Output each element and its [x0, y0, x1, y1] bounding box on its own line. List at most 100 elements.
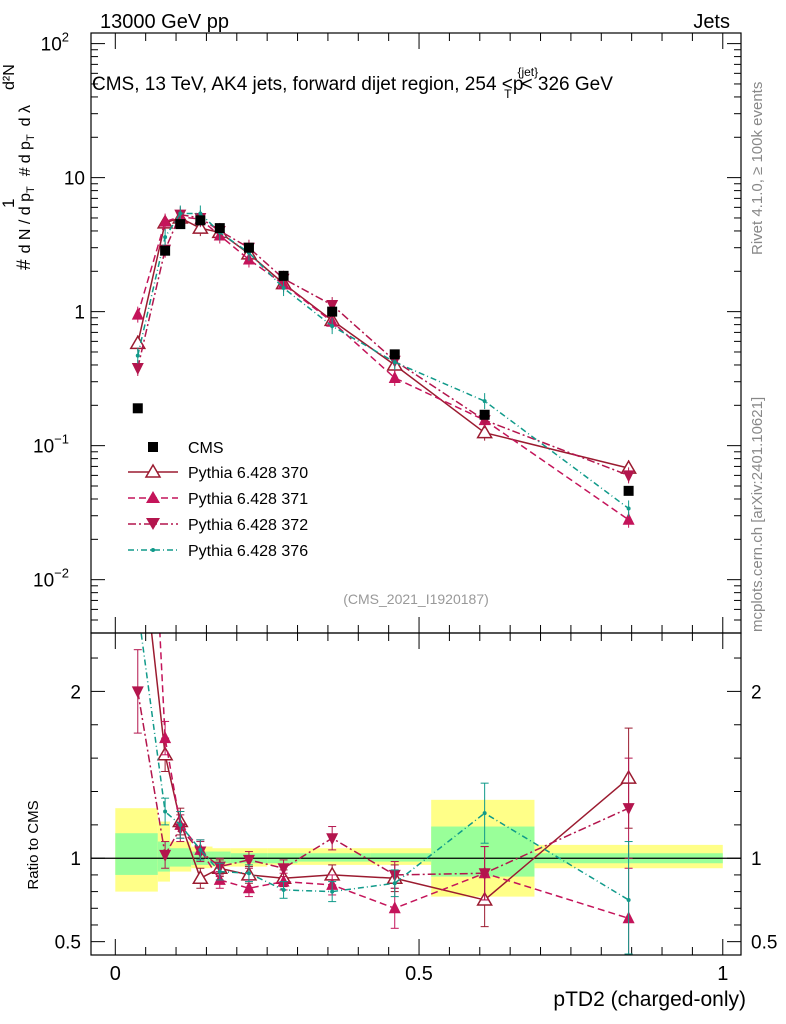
series-point-top — [392, 360, 397, 365]
series-point-ratio — [192, 869, 209, 885]
y-tick-label-ratio-right: 1 — [751, 849, 762, 870]
series-point-ratio — [330, 889, 335, 894]
legend-marker-370 — [144, 463, 162, 478]
cms-point — [623, 485, 634, 496]
legend: CMS Pythia 6.428 370 Pythia 6.428 371 Py… — [128, 440, 308, 560]
top-series — [129, 205, 637, 528]
series-point-top — [135, 353, 140, 358]
series-point-top — [131, 307, 144, 320]
ratio-axis-ticks: 0 0.5 1 0.5 0.5 1 1 2 2 — [55, 33, 777, 985]
ratio-uncertainty-bands — [91, 799, 741, 897]
cms-point — [214, 223, 225, 234]
ratio-plot-frame — [90, 632, 742, 956]
legend-marker-371 — [146, 491, 160, 503]
x-tick-label: 0 — [110, 963, 121, 985]
series-point-ratio — [246, 871, 251, 876]
band-green — [370, 853, 432, 862]
series-point-top — [622, 512, 635, 525]
mcplots-label: mcplots.cern.ch [arXiv:2401.10621] — [749, 397, 766, 632]
x-tick-label: 0.5 — [405, 963, 433, 985]
cms-point — [243, 242, 254, 253]
series-point-ratio — [622, 803, 635, 816]
x-axis-label: pTD2 (charged-only) — [553, 988, 746, 1011]
legend-label-372: Pythia 6.428 372 — [188, 517, 308, 534]
series-point-top — [159, 214, 172, 227]
y-tick-label-top: 10−2 — [33, 566, 69, 592]
series-point-ratio — [178, 822, 183, 827]
series-point-ratio — [198, 847, 203, 852]
band-green — [169, 848, 192, 867]
series-point-top — [326, 300, 339, 313]
legend-marker-cms — [148, 442, 158, 452]
band-green — [212, 851, 231, 864]
series-point-top — [482, 399, 487, 404]
svg-text:d²N: d²N — [1, 64, 18, 90]
legend-label-370: Pythia 6.428 370 — [188, 465, 308, 482]
series-point-ratio — [217, 869, 222, 874]
svg-text:#d N / d pT#d pTd λ: #d N / d pT#d pTd λ — [14, 105, 37, 270]
series-point-ratio — [326, 833, 339, 846]
series-point-ratio — [159, 731, 172, 744]
y-tick-label-ratio-left: 1 — [70, 849, 81, 870]
cms-point — [278, 270, 289, 281]
ratio-series-group — [140, 633, 633, 955]
series-point-ratio — [281, 887, 286, 892]
series-point-top — [388, 370, 401, 383]
series-point-ratio — [392, 881, 397, 886]
series-point-ratio — [482, 811, 487, 816]
series-point-ratio — [163, 809, 168, 814]
rivet-label: Rivet 4.1.0, ≥ 100k events — [749, 82, 766, 255]
watermark: (CMS_2021_I1920187) — [343, 591, 489, 607]
y-tick-label-ratio-left: 2 — [70, 682, 81, 703]
series-point-top — [622, 470, 635, 483]
series-point-top — [163, 235, 168, 240]
y-axis-label-top: #d N / d pT#d pTd λ 1 d²N — [0, 64, 37, 270]
band-green — [431, 826, 535, 877]
series-point-ratio — [478, 868, 491, 881]
y-tick-label-top: 1 — [74, 303, 85, 324]
cms-point — [479, 409, 490, 420]
y-tick-label-top: 102 — [41, 30, 69, 56]
series-point-top — [178, 211, 183, 216]
legend-marker-376 — [151, 548, 155, 552]
series-point-ratio — [159, 849, 172, 862]
series-point-ratio — [626, 897, 631, 902]
series-point-top — [281, 286, 286, 291]
legend-label-371: Pythia 6.428 371 — [188, 491, 308, 508]
plot-title: CMS, 13 TeV, AK4 jets, forward dijet reg… — [92, 65, 613, 101]
series-point-ratio — [388, 901, 401, 914]
series-point-ratio — [242, 881, 255, 894]
series-point-top — [198, 211, 203, 216]
y-tick-label-ratio-right: 2 — [751, 682, 762, 703]
series-point-top — [626, 506, 631, 511]
series-point-ratio — [131, 686, 144, 699]
series-line-top — [137, 213, 629, 477]
y-axis-label-ratio: Ratio to CMS — [25, 800, 42, 889]
legend-label-cms: CMS — [188, 440, 224, 457]
cms-point — [132, 403, 143, 414]
band-green — [297, 853, 371, 862]
x-tick-label: 1 — [717, 963, 728, 985]
cms-point — [327, 306, 338, 317]
header-right: Jets — [693, 11, 730, 33]
series-line-ratio — [159, 633, 629, 920]
series-point-ratio — [242, 854, 255, 867]
cms-point — [389, 349, 400, 360]
series-point-ratio — [277, 863, 290, 876]
series-line-top — [137, 217, 629, 469]
series-point-ratio — [277, 874, 290, 887]
cms-point — [195, 215, 206, 226]
series-point-top — [476, 424, 493, 439]
series-point-top — [330, 324, 335, 329]
legend-label-376: Pythia 6.428 376 — [188, 543, 308, 560]
cms-point — [160, 245, 171, 256]
top-axis-ticks: 10−2 10−1 1 10 102 — [33, 30, 741, 634]
ratio-series — [131, 633, 637, 955]
legend-marker-372 — [146, 518, 160, 530]
series-point-top — [131, 362, 144, 375]
y-tick-label-ratio-left: 0.5 — [55, 933, 81, 954]
band-green — [115, 833, 158, 875]
cms-point — [175, 219, 186, 230]
y-tick-label-top: 10−1 — [33, 432, 69, 458]
